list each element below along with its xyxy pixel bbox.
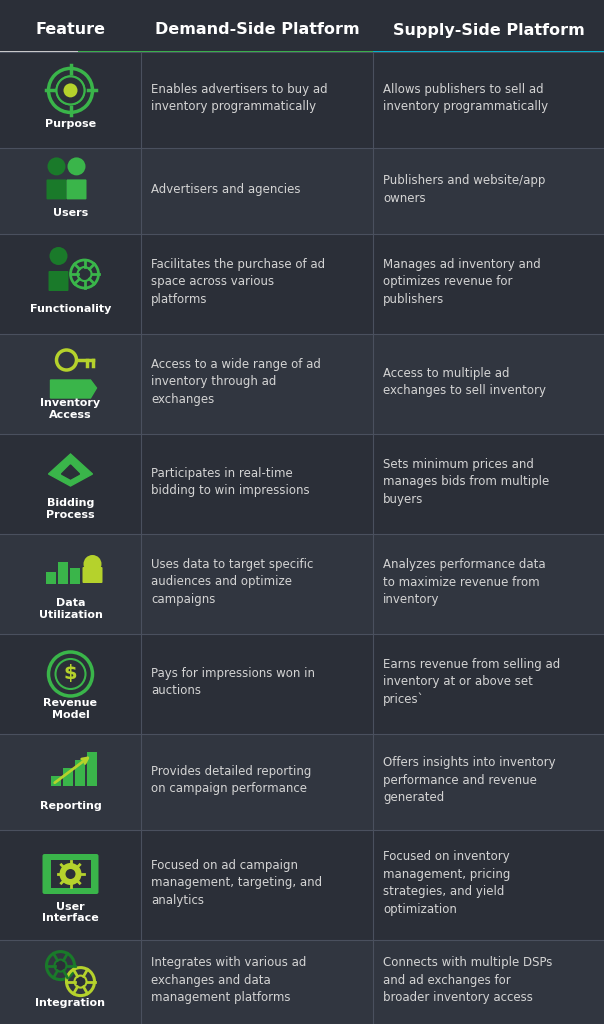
FancyBboxPatch shape: [83, 567, 103, 583]
Text: Access to a wide range of ad
inventory through ad
exchanges: Access to a wide range of ad inventory t…: [151, 358, 321, 406]
Circle shape: [65, 869, 76, 879]
Text: User
Interface: User Interface: [42, 902, 99, 924]
Text: Data
Utilization: Data Utilization: [39, 598, 103, 620]
Bar: [0, 534, 604, 634]
Text: Allows publishers to sell ad
inventory programmatically: Allows publishers to sell ad inventory p…: [383, 83, 548, 114]
Bar: [0, 830, 604, 940]
Text: Manages ad inventory and
optimizes revenue for
publishers: Manages ad inventory and optimizes reven…: [383, 258, 541, 306]
Text: Focused on ad campaign
management, targeting, and
analytics: Focused on ad campaign management, targe…: [151, 859, 322, 907]
Circle shape: [77, 267, 91, 281]
Text: Offers insights into inventory
performance and revenue
generated: Offers insights into inventory performan…: [383, 756, 556, 804]
Bar: [0, 334, 604, 434]
Text: Integrates with various ad
exchanges and data
management platforms: Integrates with various ad exchanges and…: [151, 956, 306, 1005]
Bar: [86, 753, 97, 786]
Polygon shape: [62, 465, 80, 479]
Bar: [45, 572, 56, 584]
Bar: [74, 761, 85, 786]
Text: Users: Users: [53, 208, 88, 217]
Text: Analyzes performance data
to maximize revenue from
inventory: Analyzes performance data to maximize re…: [383, 558, 545, 606]
Text: Feature: Feature: [36, 23, 106, 38]
Text: Facilitates the purchase of ad
space across various
platforms: Facilitates the purchase of ad space acr…: [151, 258, 325, 306]
Bar: [0, 940, 604, 1024]
Bar: [62, 768, 72, 786]
Text: Supply-Side Platform: Supply-Side Platform: [393, 23, 585, 38]
Circle shape: [63, 83, 77, 97]
Bar: [0, 734, 604, 830]
Circle shape: [50, 247, 68, 265]
Text: Enables advertisers to buy ad
inventory programmatically: Enables advertisers to buy ad inventory …: [151, 83, 327, 114]
Circle shape: [48, 158, 65, 175]
Text: Inventory
Access: Inventory Access: [40, 398, 100, 420]
Text: Publishers and website/app
owners: Publishers and website/app owners: [383, 174, 545, 205]
Text: Uses data to target specific
audiences and optimize
campaigns: Uses data to target specific audiences a…: [151, 558, 313, 606]
Circle shape: [60, 863, 82, 885]
Text: Participates in real-time
bidding to win impressions: Participates in real-time bidding to win…: [151, 467, 310, 498]
Circle shape: [83, 555, 101, 573]
Bar: [0, 51, 77, 56]
Text: Advertisers and agencies: Advertisers and agencies: [151, 182, 301, 196]
Text: $: $: [63, 665, 77, 683]
Text: Sets minimum prices and
manages bids from multiple
buyers: Sets minimum prices and manages bids fro…: [383, 458, 549, 506]
Text: Focused on inventory
management, pricing
strategies, and yield
optimization: Focused on inventory management, pricing…: [383, 850, 510, 915]
Bar: [0, 634, 604, 734]
FancyBboxPatch shape: [48, 271, 68, 291]
Bar: [373, 51, 604, 56]
Text: Revenue
Model: Revenue Model: [43, 698, 97, 720]
Text: Purpose: Purpose: [45, 119, 96, 129]
Circle shape: [54, 959, 66, 972]
Bar: [0, 52, 604, 148]
Text: Access to multiple ad
exchanges to sell inventory: Access to multiple ad exchanges to sell …: [383, 367, 546, 397]
Bar: [51, 776, 60, 786]
Circle shape: [74, 976, 86, 987]
Bar: [0, 234, 604, 334]
Text: Pays for impressions won in
auctions: Pays for impressions won in auctions: [151, 667, 315, 697]
Circle shape: [68, 158, 86, 175]
Text: Demand-Side Platform: Demand-Side Platform: [155, 23, 359, 38]
Polygon shape: [51, 380, 97, 398]
FancyBboxPatch shape: [66, 179, 86, 200]
Bar: [57, 562, 68, 584]
Bar: [51, 860, 91, 888]
Bar: [0, 434, 604, 534]
Bar: [69, 568, 80, 584]
Bar: [0, 148, 604, 234]
Text: Connects with multiple DSPs
and ad exchanges for
broader inventory access: Connects with multiple DSPs and ad excha…: [383, 956, 553, 1005]
Circle shape: [57, 77, 85, 104]
Text: Bidding
Process: Bidding Process: [46, 499, 95, 520]
Bar: [77, 51, 373, 56]
Text: Integration: Integration: [36, 998, 106, 1008]
Text: Provides detailed reporting
on campaign performance: Provides detailed reporting on campaign …: [151, 765, 312, 796]
FancyBboxPatch shape: [42, 854, 98, 894]
Text: Functionality: Functionality: [30, 304, 111, 314]
FancyBboxPatch shape: [47, 179, 66, 200]
Text: Earns revenue from selling ad
inventory at or above set
prices`: Earns revenue from selling ad inventory …: [383, 657, 561, 707]
Polygon shape: [48, 454, 92, 486]
Text: Reporting: Reporting: [40, 801, 101, 811]
